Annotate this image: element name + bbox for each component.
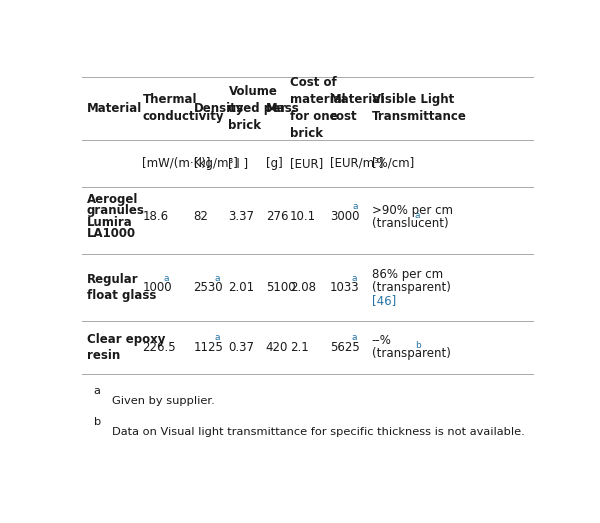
Text: Mass: Mass — [266, 102, 299, 115]
Text: Material
cost: Material cost — [330, 93, 385, 123]
Text: 1033: 1033 — [330, 281, 359, 294]
Text: [46]: [46] — [371, 294, 396, 307]
Text: 1125: 1125 — [194, 341, 223, 354]
Text: 276: 276 — [266, 210, 288, 223]
Text: [EUR]: [EUR] — [290, 157, 323, 170]
Text: 226.5: 226.5 — [142, 341, 176, 354]
Text: 86% per cm: 86% per cm — [371, 268, 443, 281]
Text: 2.08: 2.08 — [290, 281, 316, 294]
Text: Regular: Regular — [86, 274, 138, 286]
Text: a: a — [352, 202, 358, 211]
Text: [g]: [g] — [266, 157, 283, 170]
Text: 2.1: 2.1 — [290, 341, 308, 354]
Text: float glass: float glass — [86, 289, 156, 302]
Text: b: b — [94, 417, 101, 427]
Text: a: a — [94, 386, 100, 396]
Text: Lumira: Lumira — [86, 215, 133, 229]
Text: 82: 82 — [194, 210, 208, 223]
Text: a: a — [351, 274, 357, 282]
Text: (translucent): (translucent) — [371, 217, 448, 230]
Text: 2.01: 2.01 — [229, 281, 254, 294]
Text: a: a — [351, 333, 357, 342]
Text: [mW/(m·K)]: [mW/(m·K)] — [142, 157, 211, 170]
Text: 1000: 1000 — [142, 281, 172, 294]
Text: 2530: 2530 — [194, 281, 223, 294]
Text: 3.37: 3.37 — [229, 210, 254, 223]
Text: Volume
used per
brick: Volume used per brick — [229, 85, 286, 132]
Text: 3000: 3000 — [330, 210, 359, 223]
Text: Given by supplier.: Given by supplier. — [112, 396, 215, 406]
Text: a: a — [215, 274, 220, 282]
Text: a: a — [215, 333, 220, 342]
Text: >90% per cm: >90% per cm — [371, 203, 452, 217]
Text: --%: --% — [371, 334, 392, 347]
Text: [kg/m³]: [kg/m³] — [194, 157, 238, 170]
Text: b: b — [415, 342, 421, 350]
Text: Material: Material — [86, 102, 142, 115]
Text: 0.37: 0.37 — [229, 341, 254, 354]
Text: (transparent): (transparent) — [371, 281, 451, 294]
Text: Visible Light
Transmittance: Visible Light Transmittance — [371, 93, 467, 123]
Text: Aerogel: Aerogel — [86, 193, 138, 206]
Text: granules: granules — [86, 204, 145, 218]
Text: [ l ]: [ l ] — [229, 157, 248, 170]
Text: resin: resin — [86, 349, 120, 362]
Text: Cost of
material
for one
brick: Cost of material for one brick — [290, 76, 346, 140]
Text: LA1000: LA1000 — [86, 227, 136, 240]
Text: a: a — [164, 274, 169, 282]
Text: [%/cm]: [%/cm] — [371, 157, 414, 170]
Text: 420: 420 — [266, 341, 288, 354]
Text: [EUR/m³]: [EUR/m³] — [330, 157, 383, 170]
Text: 5100: 5100 — [266, 281, 295, 294]
Text: Clear epoxy: Clear epoxy — [86, 333, 165, 346]
Text: 5625: 5625 — [330, 341, 359, 354]
Text: a: a — [415, 211, 420, 220]
Text: Thermal
conductivity: Thermal conductivity — [142, 93, 224, 123]
Text: 18.6: 18.6 — [142, 210, 169, 223]
Text: (transparent): (transparent) — [371, 347, 451, 360]
Text: Density: Density — [194, 102, 244, 115]
Text: 10.1: 10.1 — [290, 210, 316, 223]
Text: Data on Visual light transmittance for specific thickness is not available.: Data on Visual light transmittance for s… — [112, 427, 525, 437]
